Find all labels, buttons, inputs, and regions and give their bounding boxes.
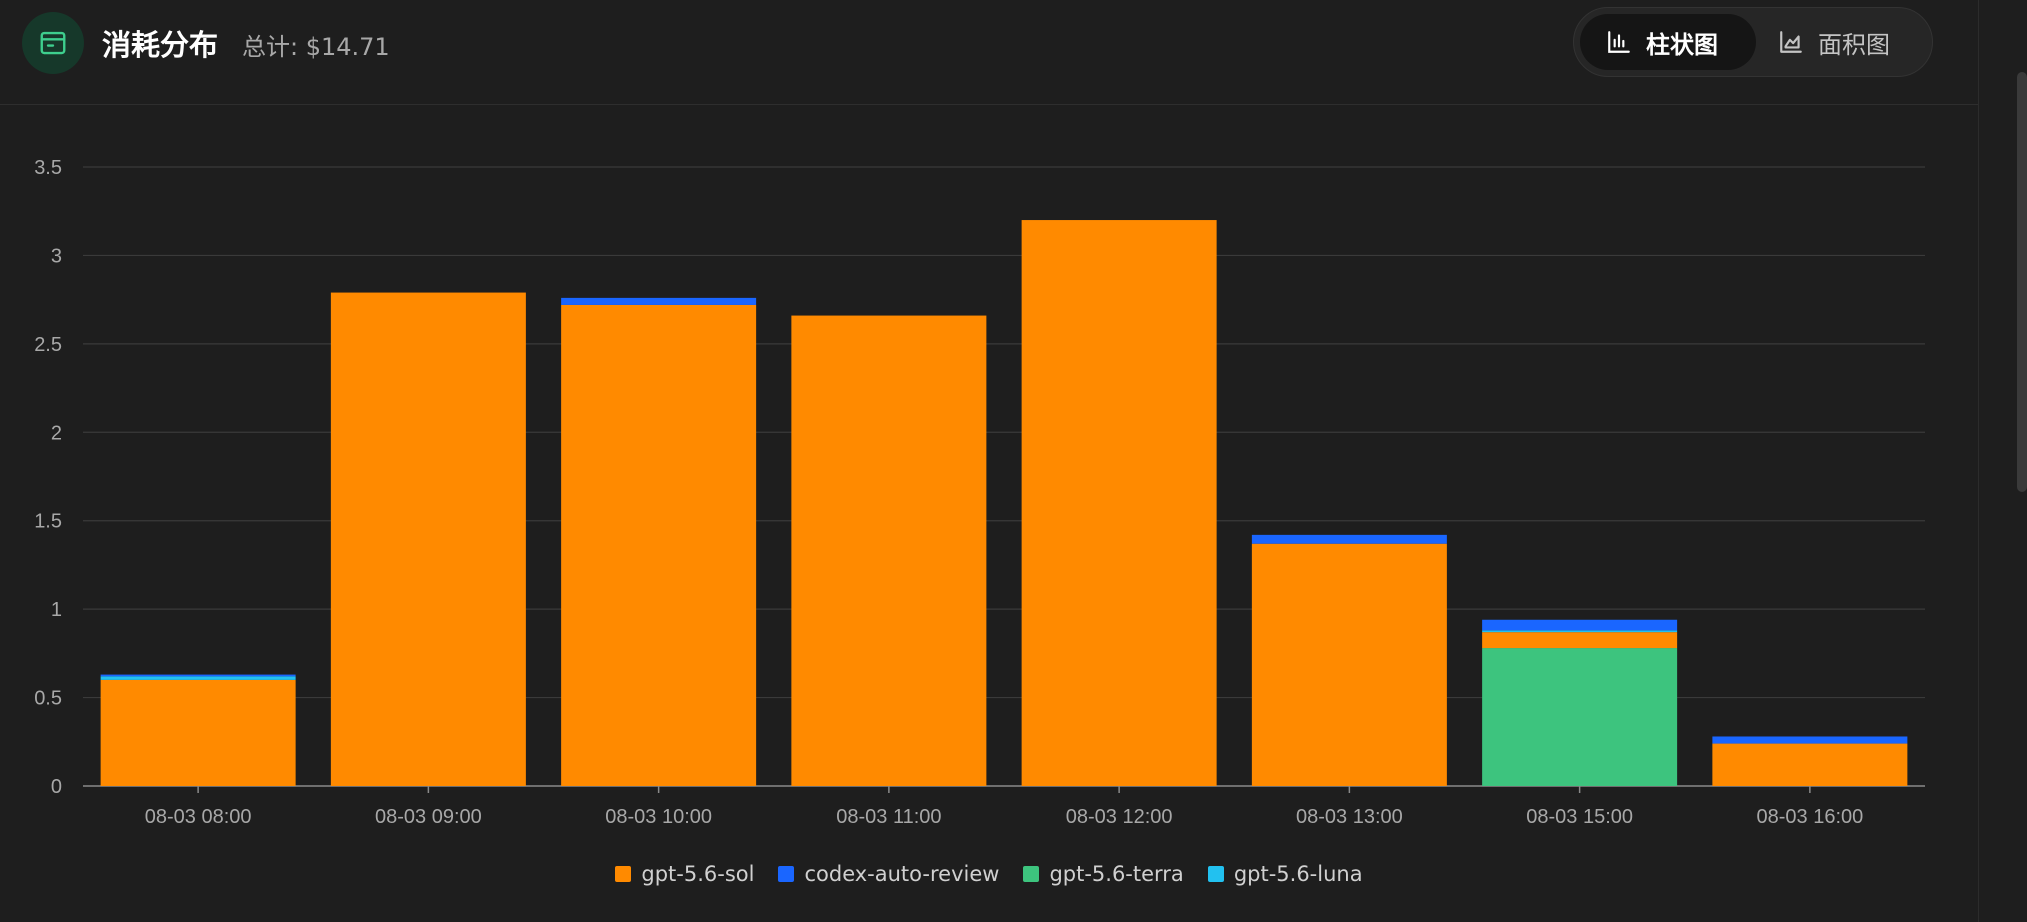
consumption-card: 消耗分布 总计: $14.71 柱状图 面积图 0 0.5 1 1.5 2 xyxy=(0,0,1978,890)
area-chart-icon xyxy=(1780,31,1802,53)
chart-type-toggle: 柱状图 面积图 xyxy=(1573,7,1933,77)
bar-segment-gpt-5.6-sol[interactable] xyxy=(1021,220,1217,787)
bar-chart-label: 柱状图 xyxy=(1646,30,1718,59)
consumption-bar-chart: 0 0.5 1 1.5 2 2.5 3 3.5 08-03 08:00 08-03 09:00 08… xyxy=(34,157,1925,828)
y-tick-label: 3.5 xyxy=(34,157,62,179)
chart-legend: gpt-5.6-sol codex-auto-review gpt-5.6-terr… xyxy=(0,858,1978,890)
bar-segment-codex-auto-review[interactable] xyxy=(561,297,757,305)
y-tick-label: 2 xyxy=(51,422,62,444)
x-tick-label: 08-03 13:00 xyxy=(1296,806,1403,828)
card-divider xyxy=(1978,0,1979,922)
legend-label: gpt-5.6-terra xyxy=(1049,862,1184,886)
bar-segment-gpt-5.6-sol[interactable] xyxy=(1482,632,1678,649)
card-header: 消耗分布 总计: $14.71 柱状图 面积图 xyxy=(0,0,1978,105)
bar-segment-gpt-5.6-sol[interactable] xyxy=(1712,743,1908,786)
x-tick-label: 08-03 15:00 xyxy=(1526,806,1633,828)
x-tick-label: 08-03 12:00 xyxy=(1066,806,1173,828)
legend-label: codex-auto-review xyxy=(804,862,1000,886)
total-cost: 总计: $14.71 xyxy=(242,33,390,61)
bar-segment-codex-auto-review[interactable] xyxy=(1712,736,1908,744)
bar-segment-codex-auto-review[interactable] xyxy=(1482,619,1678,631)
x-tick-label: 08-03 08:00 xyxy=(145,806,252,828)
bar-segment-gpt-5.6-luna[interactable] xyxy=(1482,630,1678,633)
bar-segment-codex-auto-review[interactable] xyxy=(100,674,296,677)
legend-swatch xyxy=(1207,866,1224,882)
bar-segment-gpt-5.6-sol[interactable] xyxy=(1251,543,1447,786)
wallet-icon xyxy=(40,31,66,55)
legend-label: gpt-5.6-sol xyxy=(641,862,755,886)
bar-segment-codex-auto-review[interactable] xyxy=(1251,534,1447,544)
legend-label: gpt-5.6-luna xyxy=(1233,862,1363,886)
legend-item-codex-auto-review[interactable]: codex-auto-review xyxy=(778,862,999,886)
bar-segment-gpt-5.6-luna[interactable] xyxy=(100,676,296,680)
scrollbar[interactable] xyxy=(2017,72,2027,492)
bar-segment-gpt-5.6-sol[interactable] xyxy=(100,679,296,786)
x-tick-label: 08-03 16:00 xyxy=(1756,806,1863,828)
bar-segment-gpt-5.6-sol[interactable] xyxy=(330,292,526,786)
legend-item-gpt-5.6-luna[interactable]: gpt-5.6-luna xyxy=(1207,862,1363,886)
y-tick-label: 0 xyxy=(51,776,62,798)
area-chart-button[interactable]: 面积图 xyxy=(1764,14,1928,70)
y-tick-label: 3 xyxy=(51,245,62,267)
header-icon-badge xyxy=(22,12,84,74)
legend-swatch xyxy=(615,866,632,882)
bar-chart-button[interactable]: 柱状图 xyxy=(1580,14,1756,70)
area-chart-label: 面积图 xyxy=(1818,30,1890,59)
x-tick-label: 08-03 11:00 xyxy=(836,806,941,828)
x-tick-label: 08-03 09:00 xyxy=(375,806,482,828)
page-title: 消耗分布 xyxy=(102,28,219,62)
legend-swatch xyxy=(778,866,795,882)
bar-chart-icon xyxy=(1608,31,1630,53)
bar-segment-gpt-5.6-sol[interactable] xyxy=(561,304,757,786)
legend-swatch xyxy=(1023,866,1040,882)
y-tick-label: 1.5 xyxy=(34,511,62,533)
bar-segment-gpt-5.6-terra[interactable] xyxy=(1482,648,1678,786)
y-tick-label: 1 xyxy=(51,599,62,621)
legend-item-gpt-5.6-terra[interactable]: gpt-5.6-terra xyxy=(1023,862,1184,886)
x-tick-label: 08-03 10:00 xyxy=(605,806,712,828)
bar-segment-gpt-5.6-sol[interactable] xyxy=(791,315,987,786)
y-tick-label: 0.5 xyxy=(34,688,62,710)
legend-item-gpt-5.6-sol[interactable]: gpt-5.6-sol xyxy=(615,862,754,886)
y-tick-label: 2.5 xyxy=(34,334,62,356)
